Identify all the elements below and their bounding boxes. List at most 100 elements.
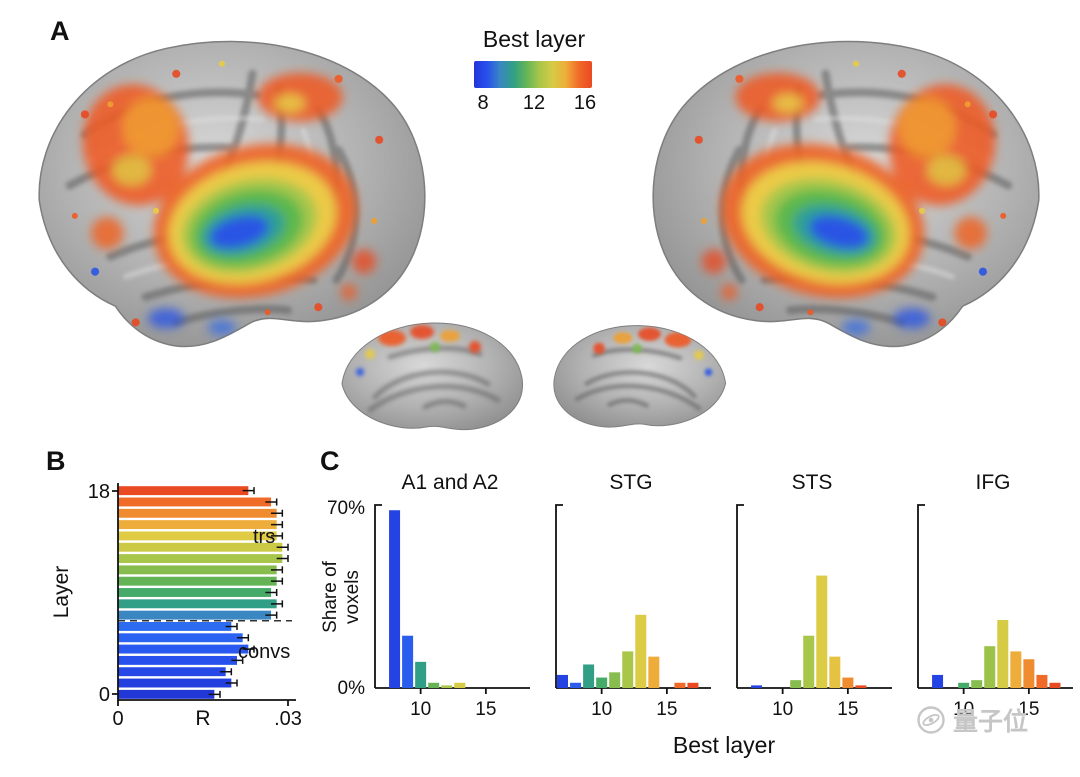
layer-bar xyxy=(118,588,271,597)
error-bar xyxy=(271,600,284,608)
hist-bar xyxy=(1023,659,1035,688)
c-ylabel-line2: voxels xyxy=(342,570,363,624)
x-tick-label: 10 xyxy=(591,699,612,720)
hist-bar xyxy=(829,656,841,688)
c-ytick-70: 70% xyxy=(327,498,365,519)
b-ytick-0: 0 xyxy=(99,684,110,706)
error-bar xyxy=(271,509,284,517)
x-tick-label: 10 xyxy=(772,699,793,720)
hist-bar xyxy=(984,646,996,688)
hist-bar xyxy=(1049,682,1061,688)
watermark-text: 量子位 xyxy=(953,708,1029,736)
hist-bar xyxy=(751,685,763,688)
x-tick-label: 15 xyxy=(475,699,496,720)
brain-left-medial xyxy=(330,312,535,442)
brain-right-medial xyxy=(542,315,737,439)
error-bar xyxy=(271,577,284,585)
layer-bar xyxy=(118,542,283,552)
hist-bar xyxy=(816,575,828,688)
hist-bar xyxy=(557,674,569,688)
hist-bar xyxy=(570,682,582,688)
layer-bar xyxy=(118,565,277,575)
b-annotation-trs: trs xyxy=(253,526,275,548)
error-bar xyxy=(276,555,289,563)
colorbar-tick-12: 12 xyxy=(522,92,546,114)
hist-bar xyxy=(454,682,466,688)
layer-bar xyxy=(118,655,237,665)
x-tick-label: 15 xyxy=(656,699,677,720)
hist-bar xyxy=(932,674,944,688)
c-ytick-0: 0% xyxy=(338,678,366,699)
layer-bar xyxy=(118,610,271,620)
hist-bar xyxy=(609,672,621,688)
b-xlabel: R xyxy=(195,707,210,730)
hist-bar xyxy=(441,685,453,688)
b-xtick-0: 0 xyxy=(112,708,123,730)
hist-bar xyxy=(842,677,854,688)
panel-b-label: B xyxy=(46,446,66,476)
hist-bar xyxy=(648,656,660,688)
error-bar xyxy=(231,656,244,664)
error-bar xyxy=(225,679,238,687)
c-xlabel: Best layer xyxy=(673,732,776,758)
hist-bar xyxy=(790,680,802,688)
error-bar xyxy=(271,521,284,529)
layer-bar xyxy=(118,633,243,643)
hist-bar xyxy=(596,677,608,688)
hist-bar xyxy=(687,682,699,688)
b-axis-ticks xyxy=(112,490,289,706)
layer-bar xyxy=(118,508,277,518)
layer-bar xyxy=(118,531,277,541)
colorbar-ticks: 8 12 16 xyxy=(466,92,602,115)
hist-bar xyxy=(1010,651,1022,688)
x-tick-label: 15 xyxy=(1018,699,1039,720)
c-title-stg: STG xyxy=(609,471,652,494)
error-bar xyxy=(225,622,238,630)
hist-bar xyxy=(415,661,427,688)
qbitai-watermark: 量子位 xyxy=(916,702,1028,738)
colorbar-gradient xyxy=(474,61,592,88)
error-bar xyxy=(271,566,284,574)
layer-bar xyxy=(118,667,226,677)
layer-bar xyxy=(118,576,277,586)
hist-bar xyxy=(389,510,401,688)
hist-bar xyxy=(402,635,414,688)
layer-bar xyxy=(118,554,283,564)
error-bar xyxy=(242,645,255,653)
hist-bar xyxy=(622,651,634,688)
x-tick-label: 10 xyxy=(953,699,974,720)
error-bar xyxy=(237,634,250,642)
x-tick-label: 15 xyxy=(837,699,858,720)
hist-bar xyxy=(971,680,983,688)
layer-bar xyxy=(118,689,215,699)
b-ytick-18: 18 xyxy=(88,481,110,503)
error-bar xyxy=(271,532,284,540)
hist-bar xyxy=(958,682,970,688)
colorbar-tick-16: 16 xyxy=(573,92,597,114)
c-title-ifg: IFG xyxy=(976,471,1011,494)
hist-bar xyxy=(428,682,440,688)
layer-r-bar-chart: 18 0 Layer 0 .03 R trs convs xyxy=(50,481,302,730)
b-ylabel: Layer xyxy=(50,566,73,619)
layer-bar xyxy=(118,520,277,530)
hist-bar xyxy=(855,685,867,688)
error-bar xyxy=(208,690,221,698)
error-bar xyxy=(265,498,278,506)
layer-bar xyxy=(118,599,277,609)
layer-bar xyxy=(118,486,249,496)
error-bar xyxy=(242,487,255,495)
hist-bar xyxy=(635,614,647,688)
brain-right-lateral xyxy=(636,18,1066,363)
error-bar xyxy=(276,543,289,551)
panel-c-label: C xyxy=(320,446,340,476)
y-axis xyxy=(917,504,925,688)
colorbar-tick-8: 8 xyxy=(477,92,489,114)
b-annotation-convs: convs xyxy=(238,641,290,663)
layer-bar xyxy=(118,678,232,688)
error-bar xyxy=(265,589,278,596)
layer-bar xyxy=(118,621,232,631)
best-layer-histograms: 10 15 10 15 10 15 10 15 A1 and A2 STG STS IFG 7… xyxy=(320,471,1073,758)
hist-bar xyxy=(674,682,686,688)
hist-bar xyxy=(583,664,595,688)
